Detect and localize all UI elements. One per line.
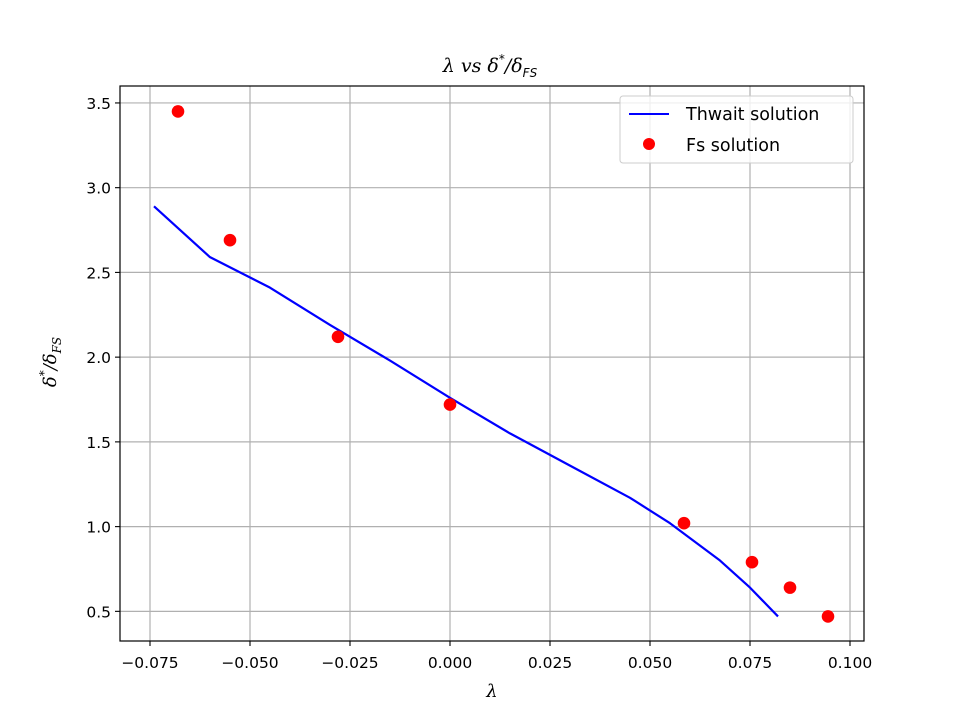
- y-tick-label: 2.5: [86, 264, 111, 282]
- y-tick-label: 1.5: [86, 434, 111, 452]
- fs-solution-point: [443, 398, 457, 411]
- y-tick-label: 3.0: [86, 180, 111, 198]
- title-sep: /δ: [503, 55, 523, 77]
- x-tick-label: 0.100: [828, 654, 872, 672]
- fs-solution-point: [677, 516, 691, 530]
- y-tick-label: 0.5: [86, 603, 111, 621]
- legend: Thwait solution Fs solution: [619, 95, 854, 164]
- x-tick-label: 0.025: [528, 654, 572, 672]
- x-tick-label: 0.000: [428, 654, 472, 672]
- fs-solution-point: [223, 233, 237, 247]
- legend-box: [619, 95, 854, 164]
- x-tick-label: −0.050: [221, 654, 278, 672]
- legend-label-fs: Fs solution: [686, 136, 780, 156]
- plot-series: [153, 105, 835, 623]
- legend-marker-swatch: [643, 138, 655, 150]
- grid-lines: [120, 86, 864, 641]
- title-main: λ vs δ: [442, 55, 499, 77]
- fs-solution-point: [171, 105, 185, 118]
- y-tick-label: 3.5: [86, 95, 111, 113]
- plot-frame: [119, 85, 865, 642]
- x-tick-label: 0.075: [728, 654, 772, 672]
- ylabel-main: δ: [40, 376, 61, 387]
- x-tick-label: −0.025: [321, 654, 378, 672]
- fs-solution-point: [821, 610, 835, 623]
- ylabel-sep: /δ: [40, 353, 61, 372]
- y-tick-label: 2.0: [86, 349, 111, 367]
- title-sub: FS: [523, 66, 538, 80]
- chart-title: λ vs δ*/δFS: [442, 52, 538, 80]
- fs-solution-point: [783, 581, 797, 594]
- ylabel-sup: *: [37, 370, 51, 376]
- fs-solution-point: [331, 330, 345, 344]
- fs-solution-point: [745, 555, 759, 569]
- y-axis-ticks: 0.5 1.0 1.5 2.0 2.5 3.0 3.5: [86, 95, 120, 621]
- x-tick-label: −0.075: [121, 654, 178, 672]
- x-tick-label: 0.050: [628, 654, 672, 672]
- thwait-solution-line: [153, 205, 779, 618]
- legend-label-thwait: Thwait solution: [685, 105, 819, 125]
- y-tick-label: 1.0: [86, 519, 111, 537]
- title-sup: *: [499, 52, 505, 66]
- x-axis-ticks: −0.075 −0.050 −0.025 0.000 0.025 0.050 0.075 0.…: [121, 641, 872, 672]
- x-axis-label: λ: [485, 681, 497, 702]
- y-axis-label: δ*/δFS: [37, 337, 64, 387]
- ylabel-sub: FS: [50, 337, 64, 355]
